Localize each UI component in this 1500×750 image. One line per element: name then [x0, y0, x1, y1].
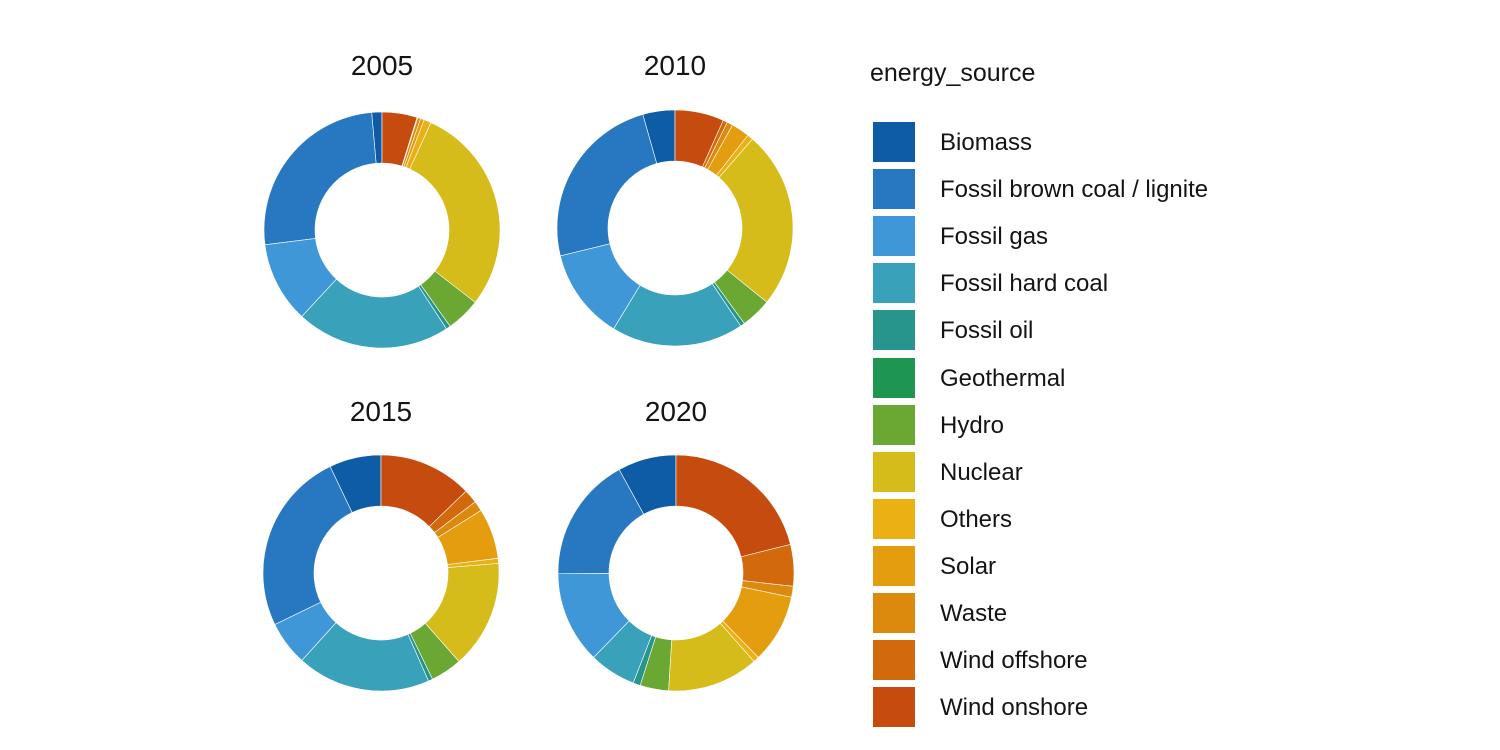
facet-title-2005: 2005	[350, 50, 414, 81]
legend: energy_source Biomass Fossil brown coal /…	[870, 58, 1290, 728]
slice-2005-others	[405, 119, 432, 170]
donut-svg-2010	[556, 109, 794, 347]
legend-label-fossil-oil: Fossil oil	[940, 317, 1034, 345]
facet-title-2020: 2020	[644, 396, 708, 427]
legend-swatch-geothermal	[873, 357, 915, 398]
legend-swatch-others	[873, 498, 915, 539]
legend-label-others: Others	[940, 505, 1013, 533]
slice-2015-hydro	[409, 622, 460, 680]
slice-2010-fossil-brown-coal-lignite	[556, 114, 658, 257]
slice-2005-fossil-hard-coal	[301, 278, 447, 349]
slice-2005-hydro	[420, 270, 476, 327]
legend-label-geothermal: Geothermal	[940, 364, 1066, 392]
slice-2020-fossil-oil	[632, 635, 657, 686]
legend-label-fossil-hard-coal: Fossil hard coal	[940, 270, 1109, 298]
slice-2010-solar	[707, 124, 749, 176]
slice-2015-wind-offshore	[428, 490, 476, 534]
facet-title-2010: 2010	[643, 50, 707, 81]
legend-label-fossil-gas: Fossil gas	[940, 223, 1049, 251]
slice-2015-wind-onshore	[380, 454, 467, 527]
slice-2020-fossil-brown-coal-lignite	[557, 469, 645, 575]
legend-swatch-fossil-oil	[873, 310, 915, 351]
slice-2005-fossil-gas	[264, 238, 337, 317]
legend-swatch-solar	[873, 545, 915, 586]
donut-svg-2005	[263, 111, 501, 349]
legend-label-solar: Solar	[940, 552, 997, 580]
facet-title-2015: 2015	[349, 396, 413, 427]
legend-label-wind-offshore: Wind offshore	[940, 647, 1088, 675]
slice-2020-solar	[722, 586, 792, 658]
donut-svg-2020	[557, 454, 795, 692]
legend-swatch-hydro	[873, 404, 915, 445]
legend-swatch-fossil-brown-coal-lignite	[873, 169, 915, 210]
legend-swatch-wind-onshore	[873, 687, 915, 728]
slice-2005-nuclear	[409, 122, 501, 303]
donut-2010	[550, 103, 800, 353]
slice-2020-nuclear	[668, 622, 755, 692]
slice-2010-fossil-gas	[559, 243, 641, 330]
slice-2010-fossil-hard-coal	[613, 283, 742, 347]
legend-title: energy_source	[870, 59, 1036, 87]
legend-label-waste: Waste	[940, 600, 1008, 627]
slice-2015-fossil-gas	[274, 601, 337, 661]
slice-2015-waste	[434, 501, 482, 538]
legend-swatch-nuclear	[873, 451, 915, 492]
donut-svg-2015	[262, 454, 500, 692]
slice-2015-fossil-brown-coal-lignite	[262, 466, 353, 625]
legend-label-nuclear: Nuclear	[940, 458, 1023, 486]
legend-swatch-fossil-gas	[873, 216, 915, 257]
slice-2015-fossil-hard-coal	[301, 622, 429, 692]
legend-swatch-waste	[873, 593, 915, 633]
slice-2010-hydro	[713, 269, 768, 324]
legend-label-wind-onshore: Wind onshore	[940, 694, 1089, 722]
slice-2015-solar	[437, 509, 499, 565]
slice-2020-fossil-hard-coal	[593, 620, 653, 684]
legend-label-biomass: Biomass	[940, 129, 1033, 156]
donut-2005	[257, 105, 507, 355]
slice-2010-nuclear	[718, 138, 794, 303]
slice-2010-wind-onshore	[674, 109, 724, 168]
slice-2020-waste	[741, 580, 794, 598]
slice-2020-fossil-gas	[557, 573, 630, 658]
slice-2005-wind-onshore	[381, 111, 418, 167]
slice-2005-fossil-brown-coal-lignite	[263, 112, 377, 246]
slice-2020-hydro	[639, 636, 673, 692]
legend-swatch-biomass	[873, 122, 915, 162]
slice-2015-nuclear	[424, 563, 500, 662]
legend-label-hydro: Hydro	[940, 411, 1005, 439]
donut-2015	[256, 448, 506, 698]
slice-2020-wind-offshore	[740, 544, 795, 587]
legend-swatch-wind-offshore	[873, 640, 915, 681]
legend-label-fossil-brown-coal-lignite: Fossil brown coal / lignite	[940, 176, 1209, 204]
legend-swatch-fossil-hard-coal	[873, 263, 915, 304]
donut-2020	[551, 448, 801, 698]
slice-2020-wind-onshore	[675, 454, 791, 558]
